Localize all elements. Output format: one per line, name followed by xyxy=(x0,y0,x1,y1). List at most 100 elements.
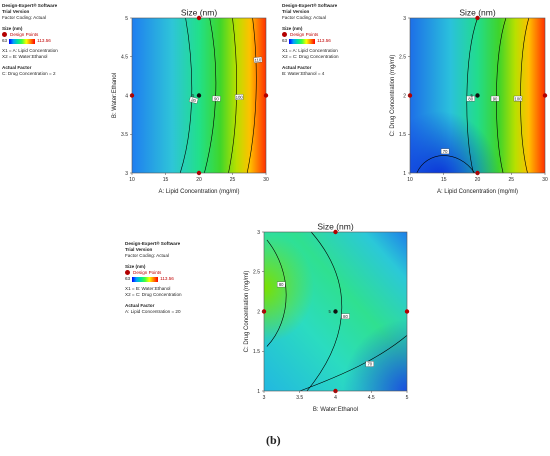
y-tick-label: 2 xyxy=(257,309,260,315)
response-name: Size (nm) xyxy=(282,25,303,31)
x-tick-label: 3 xyxy=(263,395,266,401)
contour-label-box xyxy=(513,95,523,102)
x-tick-label: 20 xyxy=(196,177,202,183)
x2-definition: X2 = C: Drug Concentration xyxy=(125,292,182,298)
scale-high: 113.56 xyxy=(160,275,174,281)
x-tick-label: 5 xyxy=(406,395,409,401)
design-points-legend: Design Points xyxy=(125,270,182,276)
x-tick-label: 4 xyxy=(334,395,337,401)
contour-label-text: 90 xyxy=(493,96,498,101)
chart-title: Size (nm) xyxy=(181,8,218,18)
y-tick-label: 2 xyxy=(403,93,406,99)
contour-label-text: 80 xyxy=(468,96,473,101)
contour-label-box xyxy=(253,56,263,63)
chart-title: Size (nm) xyxy=(459,8,496,18)
x-tick-label: 10 xyxy=(407,177,413,183)
y-tick-label: 3 xyxy=(403,16,406,22)
color-scale: 63 113.56 xyxy=(125,276,182,282)
y-axis-label: B: Water:Ethanol xyxy=(112,73,118,118)
x1-definition: X1 = B: Water:Ethanol xyxy=(125,286,171,292)
x2-definition: X2 = B: Water:Ethanol xyxy=(2,54,48,60)
software-version: Trial Version xyxy=(282,9,310,15)
contour-label-text: 70 xyxy=(443,149,448,154)
y-tick-label: 3.5 xyxy=(121,132,128,138)
contour-label-box xyxy=(277,281,286,288)
software-name: Design-Expert® Software xyxy=(282,3,338,8)
contour-label-box xyxy=(490,95,500,102)
design-point xyxy=(404,309,410,314)
x1-definition: X1 = A: Lipid Concentration xyxy=(2,48,58,54)
contour-label: 80 xyxy=(466,95,475,102)
contour-label: 70 xyxy=(365,361,374,367)
contour-label: 80 xyxy=(277,281,286,288)
x1-definition: X1 = A: Lipid Concentration xyxy=(282,48,338,54)
contour-line xyxy=(306,231,343,392)
design-point xyxy=(196,15,202,21)
contour-label: 70 xyxy=(440,148,450,155)
contour-label-text: 80 xyxy=(191,97,197,103)
contour-label-box xyxy=(466,95,475,102)
y-tick-label: 3 xyxy=(257,230,260,236)
design-point xyxy=(196,93,202,98)
contour-label-text: 70 xyxy=(367,362,372,367)
design-points-legend: Design Points xyxy=(2,32,58,38)
contour-label-box xyxy=(212,95,221,102)
contour-label: 100 xyxy=(234,94,244,101)
y-axis-label: C: Drug Concentration (mg/ml) xyxy=(390,55,396,137)
contour-label: 80 xyxy=(188,96,199,104)
x-tick-label: 30 xyxy=(542,177,548,183)
x-tick-label: 20 xyxy=(475,177,481,183)
y-tick-label: 1.5 xyxy=(399,132,406,138)
actual-factor-title: Actual Factor xyxy=(125,302,155,308)
design-point xyxy=(263,93,269,98)
chart-title: Size (nm) xyxy=(317,222,354,232)
x-axis-label: A: Lipid Concentration (mg/ml) xyxy=(437,189,518,195)
panel-3-info: Design-Expert® Software Trial Version Fa… xyxy=(125,241,182,315)
design-point xyxy=(333,229,338,235)
y-tick-label: 4 xyxy=(125,93,128,99)
contour-label: 90 xyxy=(212,95,221,102)
contour-line xyxy=(299,335,408,392)
contour-label-text: 80 xyxy=(279,282,284,287)
response-name: Size (nm) xyxy=(2,25,23,31)
contour-line xyxy=(266,239,287,347)
y-tick-label: 3 xyxy=(125,171,128,177)
contour-label: 100 xyxy=(513,95,523,102)
actual-factor-value: A: Lipid Concentration = 20 xyxy=(125,308,181,314)
panel-2-info: Design-Expert® Software Trial Version Fa… xyxy=(282,3,339,77)
software-version: Trial Version xyxy=(2,9,30,15)
design-point xyxy=(333,309,338,314)
factor-coding: Factor Coding: Actual xyxy=(282,15,326,21)
contour-label-text: 100 xyxy=(236,95,244,100)
software-name: Design-Expert® Software xyxy=(2,3,58,8)
contour-label-text: 90 xyxy=(214,96,220,101)
design-points-label: Design Points xyxy=(290,31,319,37)
panel-1-info: Design-Expert® Software Trial Version Fa… xyxy=(2,3,58,77)
scale-low: 63 xyxy=(125,275,131,281)
design-point-marker-icon xyxy=(282,32,287,38)
x-tick-label: 4.5 xyxy=(368,395,375,401)
color-scale-bar xyxy=(9,38,36,44)
contour-label-box xyxy=(365,361,374,367)
response-name: Size (nm) xyxy=(125,263,146,269)
x-axis-label: B: Water:Ethanol xyxy=(313,407,358,413)
center-point-count: 5 xyxy=(329,309,332,314)
design-point xyxy=(475,15,480,21)
y-tick-label: 4.5 xyxy=(121,55,128,61)
center-point-count: 5 xyxy=(471,93,474,98)
design-points-legend: Design Points xyxy=(282,32,339,38)
x-axis-label: A: Lipid Concentration (mg/ml) xyxy=(158,189,239,195)
y-tick-label: 1 xyxy=(403,171,406,177)
contour-label-text: 110 xyxy=(254,57,262,63)
y-tick-label: 2.5 xyxy=(253,270,260,276)
actual-factor-value: C: Drug Concentration = 2 xyxy=(2,70,56,76)
scale-low: 63 xyxy=(282,37,288,43)
contour-label-box xyxy=(188,96,199,104)
contour-line xyxy=(416,155,476,174)
software-version: Trial Version xyxy=(125,247,153,253)
chart-2-group: 70 80 90 100 5 10 15 20 25 30 1 1.5 2 2.5 3 Size (nm) A:… xyxy=(390,8,548,196)
x-tick-label: 15 xyxy=(163,177,169,183)
actual-factor-title: Actual Factor xyxy=(282,64,312,70)
